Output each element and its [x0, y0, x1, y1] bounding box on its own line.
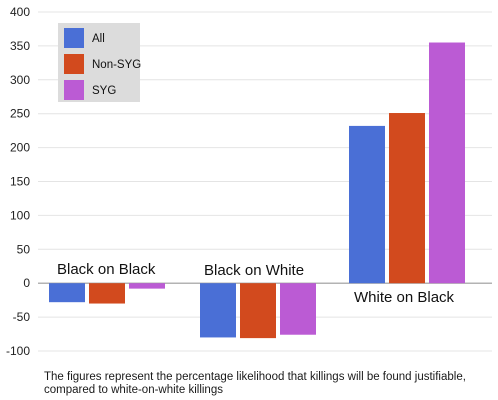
y-tick-label: 400 [10, 5, 30, 19]
bar-syg-1 [280, 283, 316, 335]
bar-non-syg-0 [89, 283, 125, 304]
y-tick-label: -100 [6, 344, 30, 358]
bar-all-0 [49, 283, 85, 303]
chart-caption: The figures represent the percentage lik… [44, 371, 492, 397]
legend-label: All [92, 33, 105, 45]
y-tick-label: 150 [10, 175, 30, 189]
bar-syg-2 [429, 42, 465, 284]
legend-swatch [64, 54, 84, 74]
bar-all-1 [200, 283, 236, 338]
y-tick-label: -50 [13, 310, 31, 324]
category-labels: Black on Black Black on White White on Bla… [57, 261, 455, 306]
bars [49, 42, 465, 339]
legend-swatch [64, 80, 84, 100]
bar-non-syg-1 [240, 283, 276, 339]
y-tick-label: 0 [23, 276, 30, 290]
y-tick-label: 50 [17, 242, 31, 256]
category-label: White on Black [354, 289, 455, 306]
y-tick-label: 350 [10, 39, 30, 53]
y-tick-label: 300 [10, 73, 30, 87]
caption-line-2: compared to white-on-white killings [44, 384, 223, 396]
legend-label: SYG [92, 85, 116, 97]
legend-label: Non-SYG [92, 59, 141, 71]
legend: All Non-SYG SYG [58, 23, 141, 102]
caption-line-1: The figures represent the percentage lik… [44, 371, 466, 383]
legend-swatch [64, 28, 84, 48]
category-label: Black on White [204, 262, 304, 279]
bar-all-2 [349, 125, 385, 284]
y-axis-tick-labels: -100 -50 0 50 100 150 200 250 300 350 400 [6, 5, 30, 358]
category-label: Black on Black [57, 261, 156, 278]
bar-syg-0 [129, 283, 165, 289]
y-tick-label: 200 [10, 141, 30, 155]
y-tick-label: 250 [10, 107, 30, 121]
y-tick-label: 100 [10, 208, 30, 222]
bar-non-syg-2 [389, 113, 425, 284]
